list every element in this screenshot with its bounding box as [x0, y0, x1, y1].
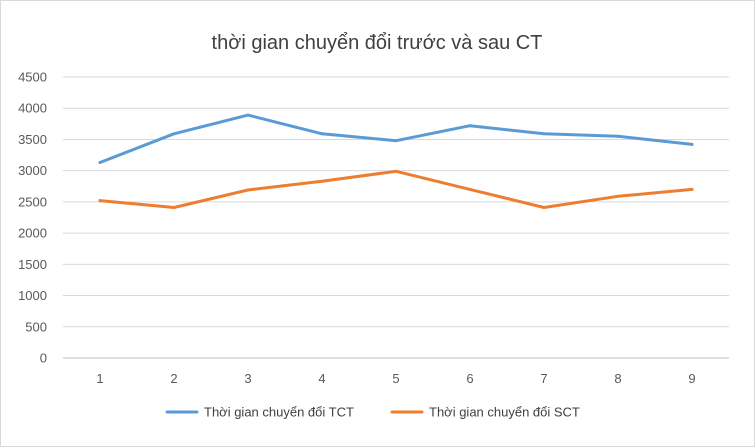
y-axis-ticks: 0 500 1000 1500 2000 2500 3000 3500 4000 4500 [18, 70, 47, 366]
x-tick-label: 2 [170, 371, 177, 386]
data-point [172, 132, 176, 136]
data-point [616, 134, 620, 138]
x-tick-label: 5 [392, 371, 399, 386]
y-tick-label: 500 [25, 319, 47, 334]
data-point [468, 187, 472, 191]
y-tick-label: 4000 [18, 101, 47, 116]
x-tick-label: 4 [318, 371, 325, 386]
data-point [98, 161, 102, 165]
y-tick-label: 3000 [18, 163, 47, 178]
data-point [172, 206, 176, 210]
y-tick-label: 4500 [18, 70, 47, 85]
legend: Thời gian chuyển đổi TCT Thời gian chuyển… [165, 405, 580, 420]
legend-label: Thời gian chuyển đổi SCT [429, 405, 580, 420]
chart-title: thời gian chuyển đổi trước và sau CT [212, 32, 543, 54]
y-tick-label: 0 [40, 351, 47, 366]
y-tick-label: 1500 [18, 257, 47, 272]
x-axis-ticks: 1 2 3 4 5 6 7 8 9 [96, 371, 695, 386]
gridlines [63, 76, 729, 359]
data-point [98, 199, 102, 203]
data-point [542, 206, 546, 210]
y-tick-label: 2500 [18, 194, 47, 209]
data-point [394, 139, 398, 143]
legend-item: Thời gian chuyển đổi SCT [390, 405, 580, 420]
legend-label: Thời gian chuyển đổi TCT [204, 405, 354, 420]
data-point [616, 194, 620, 198]
series-lines [98, 113, 694, 210]
x-tick-label: 6 [466, 371, 473, 386]
data-point [320, 179, 324, 183]
data-point [246, 113, 250, 117]
data-point [246, 188, 250, 192]
legend-item: Thời gian chuyển đổi TCT [165, 405, 354, 420]
x-tick-label: 3 [244, 371, 251, 386]
x-tick-label: 1 [96, 371, 103, 386]
x-tick-label: 7 [540, 371, 547, 386]
data-point [542, 132, 546, 136]
data-point [690, 187, 694, 191]
data-point [690, 142, 694, 146]
y-tick-label: 3500 [18, 132, 47, 147]
y-tick-label: 2000 [18, 226, 47, 241]
series-line-1 [98, 113, 694, 164]
data-point [468, 124, 472, 128]
x-tick-label: 9 [688, 371, 695, 386]
y-tick-label: 1000 [18, 288, 47, 303]
data-point [320, 132, 324, 136]
x-tick-label: 8 [614, 371, 621, 386]
data-point [394, 169, 398, 173]
